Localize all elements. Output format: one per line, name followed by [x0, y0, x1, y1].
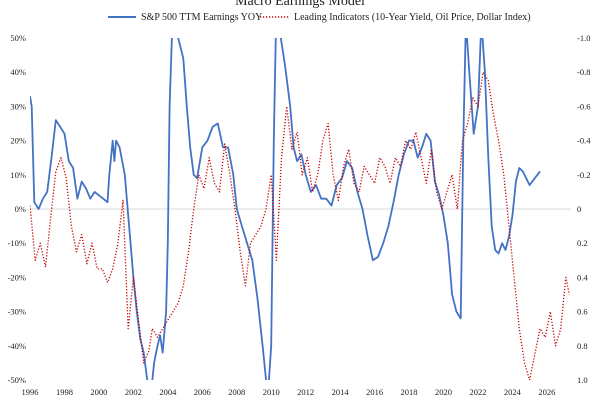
x-tick-label: 1996: [22, 387, 39, 397]
x-tick-label: 2002: [125, 387, 142, 397]
chart-title: Macro Earnings Model: [235, 0, 365, 9]
x-tick-label: 2018: [401, 387, 418, 397]
left-tick-label: -50%: [8, 375, 26, 385]
x-tick-label: 2006: [194, 387, 211, 397]
x-tick-label: 2022: [469, 387, 486, 397]
x-tick-label: 2014: [332, 387, 350, 397]
legend-label-2: Leading Indicators (10-Year Yield, Oil P…: [294, 12, 531, 23]
right-tick-label: 0.2: [577, 238, 588, 248]
plot-area: [30, 38, 570, 380]
right-tick-label: -0.8: [577, 67, 590, 77]
left-tick-label: -20%: [8, 272, 26, 282]
x-tick-label: 2024: [504, 387, 522, 397]
right-tick-label: -0.2: [577, 170, 590, 180]
x-tick-label: 2010: [263, 387, 280, 397]
right-tick-label: 0.4: [577, 272, 588, 282]
x-tick-label: 2016: [366, 387, 383, 397]
x-tick-label: 2000: [90, 387, 107, 397]
right-tick-label: 0.6: [577, 307, 588, 317]
legend: S&P 500 TTM Earnings YOY Leading Indicato…: [108, 12, 531, 23]
left-tick-label: 20%: [10, 136, 26, 146]
right-tick-label: 0: [577, 204, 581, 214]
x-tick-label: 1998: [56, 387, 73, 397]
right-tick-label: -1.0: [577, 33, 590, 43]
series-line-1: [30, 38, 541, 380]
left-tick-label: -40%: [8, 341, 26, 351]
right-tick-label: 1.0: [577, 375, 588, 385]
x-tick-label: 2004: [159, 387, 177, 397]
left-tick-label: 30%: [10, 101, 26, 111]
series-line-2: [30, 71, 570, 380]
right-tick-label: 0.8: [577, 341, 588, 351]
right-tick-label: -0.4: [577, 136, 591, 146]
x-tick-label: 2012: [297, 387, 314, 397]
x-tick-label: 2008: [228, 387, 245, 397]
right-tick-label: -0.6: [577, 101, 590, 111]
x-tick-label: 2020: [435, 387, 452, 397]
x-tick-label: 2026: [538, 387, 555, 397]
left-tick-label: 0%: [15, 204, 26, 214]
left-tick-label: 40%: [10, 67, 26, 77]
axes: 50% 40% 30% 20% 10% 0% -10% -20% -30% -40% -50% -1.…: [8, 33, 592, 397]
left-tick-label: 50%: [10, 33, 26, 43]
left-tick-label: -10%: [8, 238, 26, 248]
legend-label-1: S&P 500 TTM Earnings YOY: [141, 12, 262, 23]
left-tick-label: 10%: [10, 170, 26, 180]
left-tick-label: -30%: [8, 307, 26, 317]
